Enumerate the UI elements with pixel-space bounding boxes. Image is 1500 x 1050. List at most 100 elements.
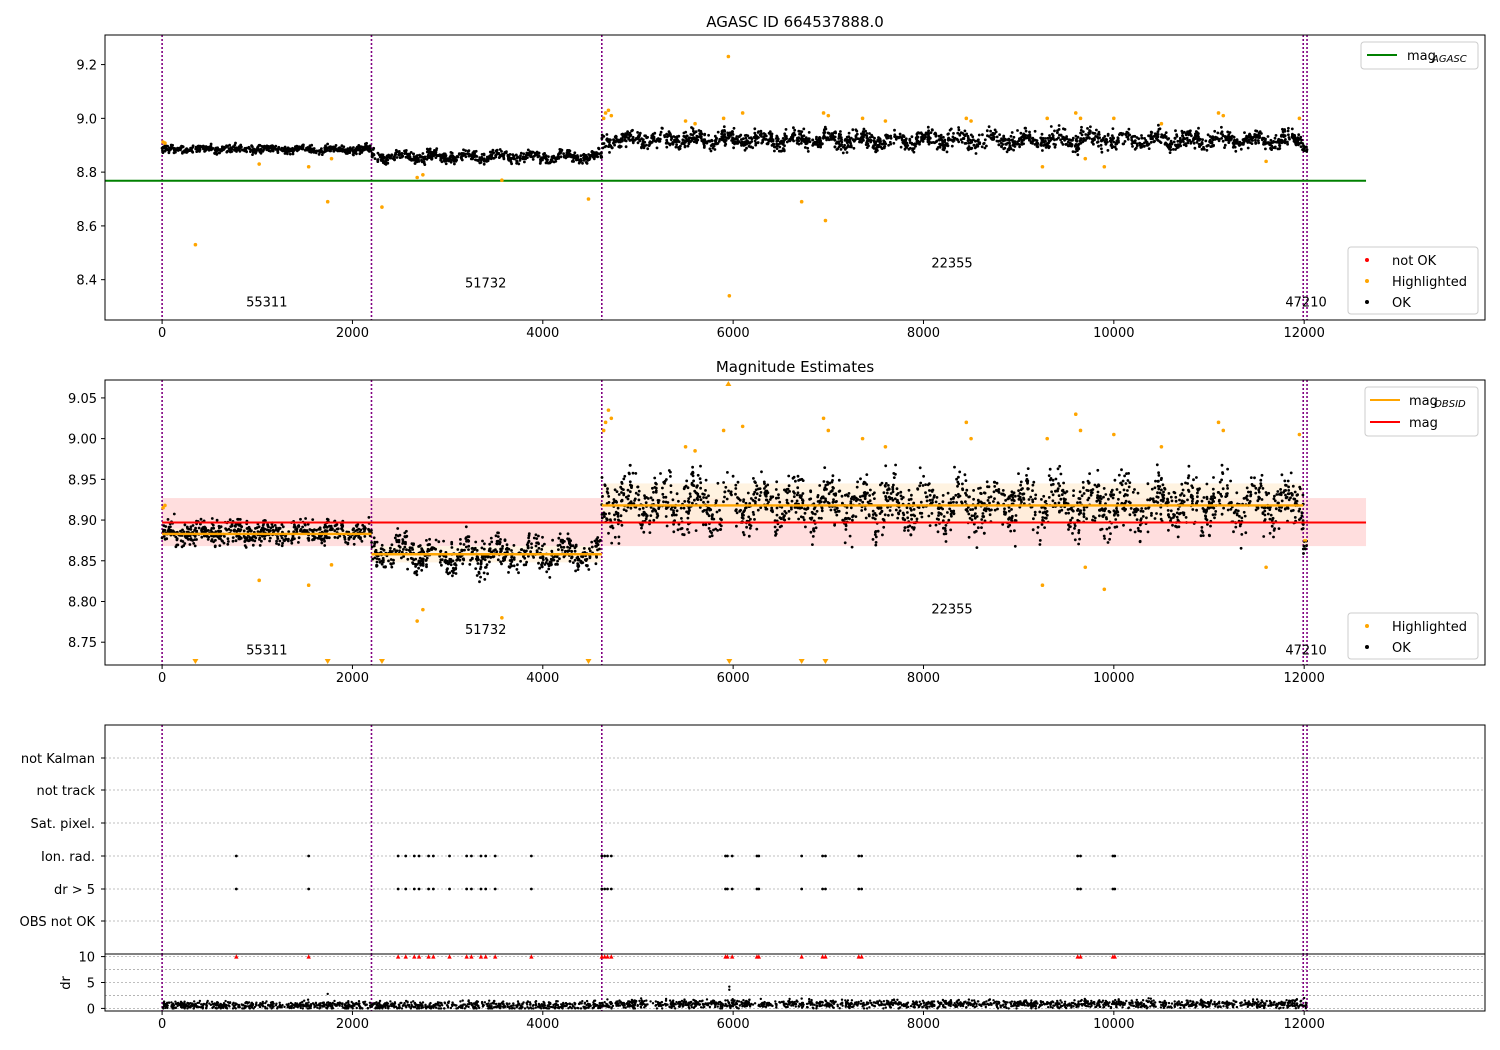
ok-point bbox=[464, 545, 468, 549]
ok-point bbox=[861, 130, 865, 133]
ok-point bbox=[831, 479, 834, 482]
ok-point bbox=[1186, 476, 1190, 480]
ok-point bbox=[426, 543, 430, 547]
ok-point bbox=[988, 513, 992, 517]
ok-point bbox=[1249, 476, 1253, 479]
ok-point bbox=[800, 141, 803, 145]
ok-point bbox=[743, 148, 747, 152]
ok-point bbox=[731, 132, 734, 136]
ok-point bbox=[497, 531, 500, 535]
ok-point bbox=[420, 547, 424, 551]
ok-point bbox=[1057, 494, 1061, 497]
ok-point bbox=[826, 131, 830, 135]
ok-point bbox=[1208, 138, 1212, 142]
ok-point bbox=[790, 499, 794, 503]
ok-point bbox=[983, 138, 987, 142]
ok-point bbox=[797, 517, 800, 521]
ok-point bbox=[898, 509, 902, 513]
ok-point bbox=[1273, 136, 1277, 140]
ok-point bbox=[839, 133, 842, 137]
ok-point bbox=[683, 144, 687, 148]
ok-point bbox=[1085, 137, 1089, 140]
ok-point bbox=[254, 151, 257, 155]
ok-point bbox=[168, 147, 172, 151]
ok-point bbox=[1140, 134, 1143, 137]
ok-point bbox=[401, 540, 405, 543]
ok-point bbox=[541, 561, 544, 564]
ok-point bbox=[1251, 136, 1255, 140]
ok-point bbox=[250, 144, 254, 148]
ok-point bbox=[1117, 497, 1120, 501]
ok-point bbox=[568, 542, 571, 545]
ok-point bbox=[1130, 136, 1133, 140]
ok-point bbox=[397, 540, 401, 544]
ok-point bbox=[489, 157, 493, 161]
ok-point bbox=[641, 142, 645, 145]
ok-point bbox=[694, 138, 698, 142]
ok-point bbox=[558, 532, 562, 536]
ok-point bbox=[742, 533, 746, 537]
ok-point bbox=[320, 150, 324, 154]
ok-point bbox=[202, 147, 205, 151]
ok-point bbox=[1205, 144, 1209, 148]
ok-point bbox=[792, 126, 795, 130]
ok-point bbox=[620, 133, 624, 136]
ok-point bbox=[476, 556, 480, 560]
ok-point bbox=[862, 134, 865, 138]
ok-point bbox=[1131, 145, 1134, 148]
ok-point bbox=[380, 543, 384, 547]
ok-point bbox=[361, 145, 364, 149]
ok-point bbox=[183, 523, 187, 527]
ok-point bbox=[1100, 150, 1104, 154]
ok-point bbox=[948, 507, 952, 511]
ok-point bbox=[778, 145, 782, 149]
ok-point bbox=[429, 152, 433, 156]
highlighted-point bbox=[1159, 121, 1164, 126]
ok-point bbox=[189, 537, 193, 540]
ok-point bbox=[573, 558, 577, 562]
ok-point bbox=[209, 142, 213, 146]
ok-point bbox=[1191, 508, 1195, 511]
ok-point bbox=[1268, 531, 1272, 535]
ok-point bbox=[1059, 138, 1062, 142]
ok-point bbox=[680, 517, 683, 520]
ok-point bbox=[1019, 136, 1023, 140]
ok-point bbox=[488, 560, 491, 564]
ok-point bbox=[459, 542, 462, 546]
ok-point bbox=[533, 151, 537, 155]
ok-point bbox=[312, 537, 315, 541]
ok-point bbox=[268, 146, 272, 150]
ok-point bbox=[1058, 133, 1061, 137]
ok-point bbox=[776, 139, 780, 143]
ok-point bbox=[767, 139, 771, 143]
ok-point bbox=[920, 515, 924, 519]
ok-point bbox=[454, 563, 458, 567]
ok-point bbox=[834, 131, 837, 135]
ok-point bbox=[618, 145, 622, 149]
ok-point bbox=[1149, 130, 1153, 134]
ok-point bbox=[713, 148, 717, 151]
ok-point bbox=[408, 549, 412, 552]
ok-point bbox=[1179, 493, 1182, 497]
ok-point bbox=[325, 146, 329, 150]
ok-point bbox=[629, 506, 633, 510]
ok-point bbox=[944, 532, 948, 536]
ok-point bbox=[1097, 144, 1100, 148]
ok-point bbox=[646, 135, 649, 139]
ok-point bbox=[977, 487, 980, 490]
ok-point bbox=[434, 538, 438, 542]
ok-point bbox=[261, 534, 264, 538]
ok-point bbox=[224, 527, 228, 530]
ok-point bbox=[1145, 141, 1149, 145]
ok-point bbox=[550, 155, 554, 159]
ok-point bbox=[1012, 148, 1015, 152]
ok-point bbox=[698, 135, 702, 139]
ok-point bbox=[720, 132, 723, 136]
ok-point bbox=[464, 537, 468, 540]
ok-point bbox=[1202, 496, 1206, 499]
ok-point bbox=[293, 147, 297, 151]
ok-point bbox=[807, 131, 811, 134]
ok-point bbox=[774, 137, 778, 140]
ok-point bbox=[777, 143, 780, 146]
